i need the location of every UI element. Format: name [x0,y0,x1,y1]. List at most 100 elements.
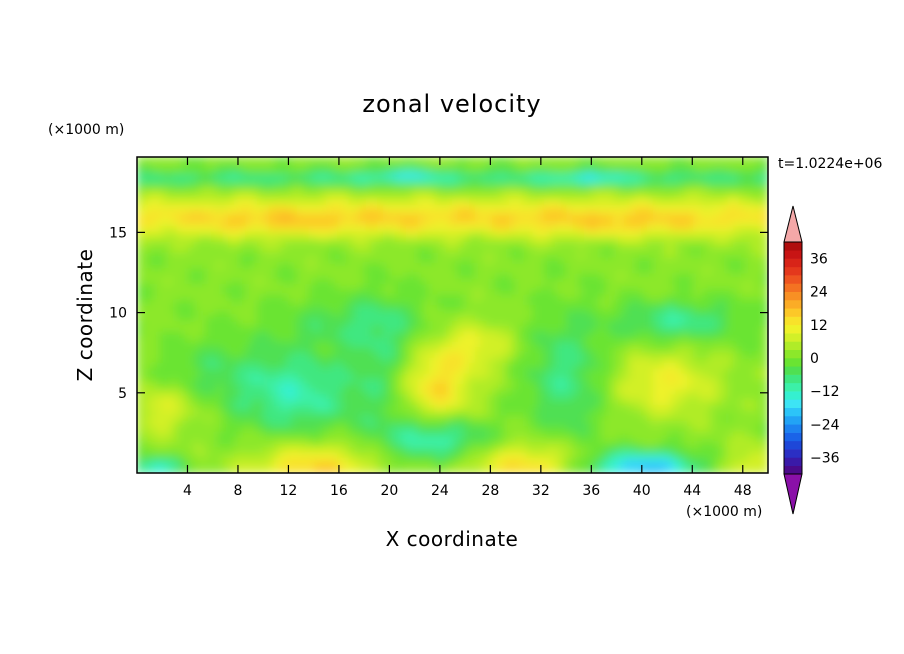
field-cell [492,456,499,464]
field-cell [388,245,396,253]
field-cell [342,456,350,464]
field-cell [710,319,717,327]
field-cell [233,456,241,464]
field-cell [537,324,545,332]
field-cell [578,282,586,290]
field-cell [411,377,419,385]
field-cell [394,461,402,469]
field-cell [566,288,574,295]
field-cell [721,440,729,448]
field-cell [555,277,563,284]
field-cell [205,425,213,432]
field-cell [348,282,356,290]
field-cell [274,388,282,395]
field-cell [205,267,213,274]
field-cell [469,372,477,379]
field-cell [629,446,637,453]
field-cell [188,382,195,390]
field-cell [302,309,310,316]
field-cell [623,382,631,390]
field-cell [537,245,545,253]
field-cell [228,282,236,290]
field-cell [503,367,511,374]
field-cell [750,409,758,416]
field-cell [233,330,241,337]
field-cell [669,282,677,290]
field-cell [291,277,299,284]
field-cell [159,435,167,442]
field-cell [153,235,161,242]
field-cell [549,356,557,363]
field-cell [411,398,419,406]
field-cell [228,298,236,306]
field-cell [360,330,368,337]
field-cell [365,256,373,263]
field-cell [744,403,752,411]
field-cell [388,419,396,427]
field-cell [434,314,442,321]
field-cell [446,367,454,374]
field-cell [669,319,677,327]
field-cell [646,388,654,395]
field-cell [692,430,700,437]
field-cell [664,314,672,321]
field-cell [199,298,207,306]
field-cell [170,461,178,469]
field-cell [486,309,494,316]
field-cell [383,309,390,316]
field-cell [182,261,190,269]
field-cell [451,340,459,348]
field-cell [188,288,195,295]
field-cell [153,267,161,274]
field-cell [205,335,213,342]
field-cell [641,272,649,279]
field-cell [314,230,322,237]
field-cell [159,351,167,358]
field-cell [142,288,150,295]
field-cell [245,340,253,348]
field-cell [727,425,735,432]
field-cell [308,467,316,473]
field-cell [566,419,574,427]
field-cell [153,425,161,432]
field-cell [755,261,763,269]
field-cell [411,261,419,269]
field-cell [710,377,717,385]
field-cell [595,346,603,353]
field-cell [400,398,408,406]
field-cell [325,319,333,327]
field-cell [652,309,660,316]
field-cell [480,382,488,390]
field-cell [446,267,454,274]
field-cell [566,330,574,337]
field-cell [291,272,299,279]
field-cell [377,367,385,374]
field-cell [446,398,454,406]
field-cell [509,393,517,400]
field-cell [147,324,155,332]
field-cell [474,446,482,453]
field-cell [199,377,207,385]
field-cell [612,435,620,442]
field-cell [675,330,683,337]
field-cell [520,324,528,332]
field-cell [188,393,195,400]
field-cell [646,251,654,258]
field-cell [658,425,666,432]
field-cell [297,277,304,284]
field-cell [589,288,597,295]
field-cell [755,303,763,311]
field-cell [348,346,356,353]
field-cell [262,425,270,432]
field-cell [515,282,522,290]
field-cell [256,377,264,385]
field-cell [549,240,557,248]
field-cell [710,282,717,290]
field-cell [228,361,236,369]
field-cell [440,256,448,263]
field-cell [549,382,557,390]
field-cell [509,377,517,385]
field-cell [715,356,723,363]
field-cell [291,324,299,332]
field-cell [222,356,230,363]
